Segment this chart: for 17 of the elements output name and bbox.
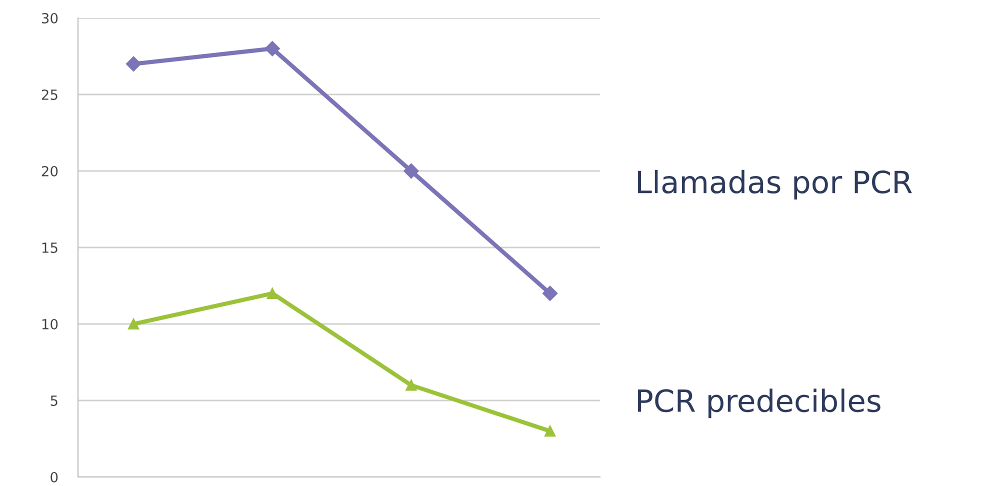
y-tick-label: 10 [42,318,58,330]
y-tick-label: 30 [42,12,58,24]
point [266,288,278,299]
point [128,318,140,330]
y-tick-label: 15 [42,242,58,253]
point [126,56,142,72]
y-tick-label: 20 [42,166,58,176]
y-tick-label: 0 [50,472,58,482]
point [544,426,556,437]
text: Llamadas por PCR [638,170,912,200]
point [406,380,417,391]
point [404,163,419,179]
y-tick-label: 25 [42,89,58,100]
point [542,286,558,301]
point [264,41,280,56]
y-tick-label: 5 [50,396,58,406]
text: PCR predecibles [638,388,880,418]
